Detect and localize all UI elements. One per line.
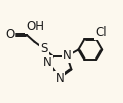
Text: OH: OH <box>26 20 44 33</box>
Text: N: N <box>63 49 72 62</box>
Text: O: O <box>5 28 14 41</box>
Text: N: N <box>43 56 52 69</box>
Text: N: N <box>55 72 64 85</box>
Text: S: S <box>40 42 48 55</box>
Text: Cl: Cl <box>95 26 107 39</box>
